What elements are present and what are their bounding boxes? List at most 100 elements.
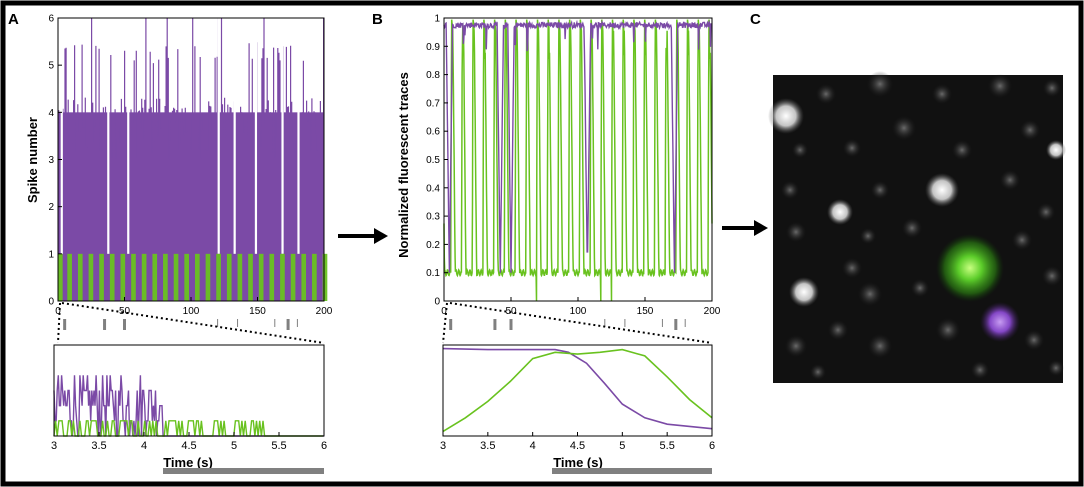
event-mark <box>123 319 126 330</box>
event-mark <box>286 319 290 330</box>
series-green-pulse <box>258 253 264 301</box>
cell-blob <box>971 361 989 379</box>
series-green-pulse <box>216 253 221 301</box>
cell-blob <box>988 74 1012 98</box>
panel-b-top-xtick-label: 100 <box>570 306 587 317</box>
panel-b-bottom-data <box>442 347 713 433</box>
event-mark <box>63 319 67 330</box>
panel-a-top-data <box>58 18 328 301</box>
purple-cell <box>980 302 1020 342</box>
series-purple-gap <box>254 18 258 254</box>
cell-blob <box>1043 79 1061 97</box>
cell-blob <box>1020 120 1040 140</box>
event-mark <box>449 319 453 330</box>
cell-blob <box>952 140 972 160</box>
panel-a-bottom-plot: 3 3.5 4 4.5 5 5.5 6 Time (s) <box>51 344 327 474</box>
panel-a-letter: A <box>8 11 19 28</box>
arrow-b-to-c <box>722 220 768 236</box>
panel-b-top-ytick-label: 0.4 <box>426 183 440 194</box>
series-green-pulse <box>301 253 307 301</box>
cell-blob <box>843 139 861 157</box>
panel-a-top-ytick-label: 1 <box>48 249 54 260</box>
series-green-pulse <box>237 253 243 301</box>
series-green-pulse <box>131 253 136 301</box>
cell-blob <box>786 222 806 242</box>
series-green-pulse <box>248 253 253 301</box>
cell-blob <box>789 277 819 307</box>
series-green-pulse <box>184 253 190 301</box>
panel-a-top-xtick-label: 200 <box>316 306 333 317</box>
series-green-pulse <box>58 253 63 301</box>
series-green-trace <box>443 19 713 302</box>
cell-blob <box>1000 170 1020 190</box>
cell-blob <box>1037 203 1055 221</box>
panel-a-stimulus-bar <box>163 468 324 474</box>
series-purple-trace <box>442 347 713 430</box>
series-purple-gap <box>233 18 236 254</box>
panel-a-bottom-xtick-label: 5 <box>231 440 237 452</box>
panel-b-bottom-xtick-label: 5.5 <box>660 440 675 452</box>
cell-blob <box>768 98 804 134</box>
cell-blob <box>868 334 892 358</box>
panel-b-zoom-line-left <box>442 302 448 344</box>
green-cell <box>936 234 1004 302</box>
panel-a-ylabel: Spike number <box>25 117 40 203</box>
panel-b-top-xtick-label: 200 <box>704 306 721 317</box>
panel-b-top-ytick-label: 0.7 <box>426 98 440 109</box>
panel-b-event-marks <box>449 319 686 330</box>
panel-b-bottom-xtick-label: 3.5 <box>480 440 495 452</box>
panel-a-top-ytick-label: 0 <box>48 297 54 308</box>
series-green-pulse <box>109 253 115 301</box>
series-green-pulse <box>280 253 285 301</box>
panel-b-bottom-plot: 3 3.5 4 4.5 5 5.5 6 Time (s) <box>440 344 715 474</box>
panel-c-letter: C <box>750 11 761 28</box>
panel-b-stimulus-bar <box>552 468 712 474</box>
panel-b-bottom-xtick-label: 4.5 <box>570 440 585 452</box>
panel-b-ylabel: Normalized fluorescent traces <box>396 72 411 258</box>
cell-blob <box>828 320 848 340</box>
series-purple-gap <box>127 18 130 254</box>
panel-a-event-marks <box>63 319 298 330</box>
panel-a-top-xtick-label: 50 <box>119 306 131 317</box>
panel-b-top-ytick-label: 0.2 <box>426 240 440 251</box>
panel-a-bottom-xtick-label: 3.5 <box>91 440 106 452</box>
panel-a-top-xtick-label: 0 <box>55 306 61 317</box>
panel-a-top-xticks: 0 50 100 150 200 <box>55 297 333 317</box>
cell-blob <box>902 218 922 238</box>
panel-b-bottom-xtick-label: 3 <box>440 440 446 452</box>
panel-b-top-ytick-label: 0.6 <box>426 127 440 138</box>
series-purple-gap <box>281 18 284 254</box>
panel-b-top-ytick-label: 1 <box>434 14 440 25</box>
panel-b-zoom-line-right <box>449 302 713 344</box>
series-green-pulse <box>67 253 72 301</box>
series-green-pulse <box>99 253 104 301</box>
panel-a-bottom-xtick-label: 4 <box>141 440 147 452</box>
panel-b-bottom-xtick-label: 5 <box>619 440 625 452</box>
panel-a-zoom-line-left <box>57 302 61 344</box>
cell-blob <box>1042 266 1062 286</box>
series-purple-gap <box>297 18 300 254</box>
series-green-pulse <box>322 253 328 301</box>
series-green-pulse <box>88 253 94 301</box>
cell-blob <box>932 84 952 104</box>
panel-a-top-plot: 0 1 2 3 4 5 6 0 50 100 150 200 Spike number <box>25 14 333 330</box>
cell-blob <box>858 282 882 306</box>
cell-blob <box>842 258 862 278</box>
series-purple-gap <box>60 18 63 254</box>
panel-b-bottom-xlabel: Time (s) <box>553 455 603 470</box>
cell-blob <box>816 84 836 104</box>
series-green-pulse <box>269 253 275 301</box>
panel-a-top-xtick-label: 150 <box>249 306 266 317</box>
panel-b-top-xtick-label: 150 <box>637 306 654 317</box>
panel-b-top-data <box>443 19 713 302</box>
cell-blob <box>936 318 960 342</box>
panel-c-cells <box>768 71 1066 380</box>
panel-c-micrograph <box>768 71 1066 383</box>
series-green-pulse <box>77 253 83 301</box>
cell-blob <box>867 71 893 97</box>
panel-a-bottom-xticks: 3 3.5 4 4.5 5 5.5 6 <box>51 432 327 452</box>
series-green-pulse <box>290 253 296 301</box>
event-mark <box>103 319 107 330</box>
series-green-pulse <box>194 253 200 301</box>
